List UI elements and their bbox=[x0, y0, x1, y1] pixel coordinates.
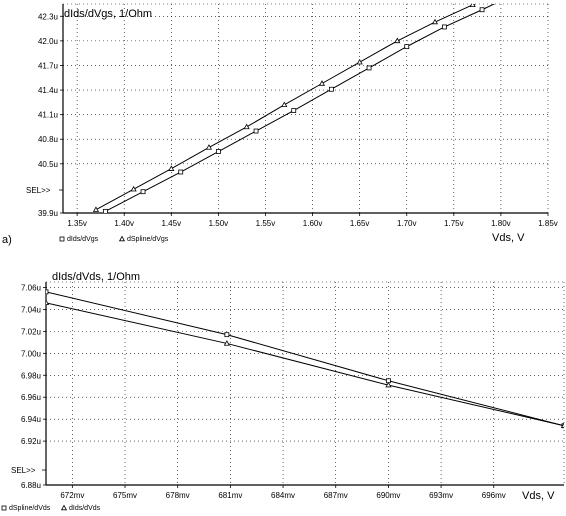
data-point bbox=[92, 206, 100, 212]
x-tick-label: 1.45v bbox=[162, 219, 182, 228]
y-tick-label: 40.8u bbox=[38, 135, 58, 144]
y-tick-label: 40.5u bbox=[38, 160, 58, 169]
x-tick-label: 693mv bbox=[429, 491, 453, 500]
x-tick-label: 1.40v bbox=[114, 219, 134, 228]
x-tick-label: 1.80v bbox=[491, 219, 511, 228]
series-group bbox=[92, 4, 496, 213]
data-point bbox=[469, 4, 476, 8]
grid bbox=[46, 282, 564, 485]
data-point bbox=[318, 80, 326, 86]
data-point bbox=[223, 340, 230, 346]
data-point bbox=[130, 185, 137, 192]
x-tick-label: 1.70v bbox=[397, 219, 417, 228]
series-line-1 bbox=[95, 4, 477, 211]
data-point bbox=[253, 128, 259, 134]
y-tick-label: 39.9u bbox=[38, 209, 58, 218]
data-point bbox=[168, 165, 175, 171]
sel-label: SEL>> bbox=[11, 466, 36, 475]
legend-entry: dIds/dVds bbox=[69, 505, 101, 512]
x-tick-label: 1.50v bbox=[209, 219, 229, 228]
chart-bottom: SEL>> 672mv 675mv 678mv 681mv 684mv 687mv 690mv… bbox=[1, 271, 565, 512]
y-axis-label: dIds/dVds, 1/Ohm bbox=[52, 271, 140, 283]
series-group bbox=[46, 289, 564, 429]
y-axis-label: dIds/dVgs, 1/Ohm bbox=[64, 8, 152, 20]
y-tick-label: 6.92u bbox=[21, 437, 41, 446]
x-tick-label: 1.60v bbox=[303, 219, 323, 228]
legend-entry: dSpline/dVgs bbox=[127, 236, 169, 243]
data-point bbox=[431, 18, 439, 25]
x-tick-label: 684mv bbox=[271, 491, 295, 500]
x-tick-label: 1.75v bbox=[444, 219, 464, 228]
data-point bbox=[178, 169, 184, 175]
data-point bbox=[46, 289, 49, 295]
data-point bbox=[281, 101, 288, 108]
y-tick-label: 42.3u bbox=[38, 12, 58, 21]
x-tick-label: 690mv bbox=[376, 491, 400, 500]
panel-label: a) bbox=[2, 234, 12, 246]
series-line-1 bbox=[46, 302, 564, 427]
legend-marker bbox=[118, 235, 126, 242]
data-point bbox=[215, 149, 221, 154]
data-point bbox=[404, 44, 410, 50]
y-tick-label: 6.88u bbox=[21, 481, 41, 490]
data-point bbox=[394, 37, 401, 44]
y-tick-label: 6.94u bbox=[21, 415, 41, 424]
legend-entry: dSpline/dVds bbox=[9, 505, 51, 512]
x-tick-label: 1.65v bbox=[350, 219, 370, 228]
y-tick-label: 42.0u bbox=[38, 37, 58, 46]
series-line-0 bbox=[105, 4, 496, 212]
x-tick-label: 1.55v bbox=[256, 219, 276, 228]
legend-entry: dIds/dVgs bbox=[67, 236, 99, 243]
x-tick-label: 675mv bbox=[113, 491, 137, 500]
x-tick-label: 1.85v bbox=[538, 219, 558, 228]
x-tick-label: 678mv bbox=[166, 491, 190, 500]
series-line-0 bbox=[46, 291, 564, 427]
sel-label: SEL>> bbox=[26, 186, 51, 195]
legend-marker bbox=[59, 236, 65, 242]
x-tick-label: 1.35v bbox=[67, 219, 87, 228]
legend-marker bbox=[1, 505, 7, 511]
x-tick-label: 687mv bbox=[324, 491, 348, 500]
y-tick-label: 41.1u bbox=[38, 111, 58, 120]
data-point bbox=[328, 86, 334, 92]
y-tick-label: 7.02u bbox=[21, 327, 41, 336]
data-point bbox=[243, 123, 250, 130]
data-point bbox=[205, 144, 213, 150]
data-point bbox=[442, 24, 447, 30]
x-tick-label: 672mv bbox=[60, 491, 84, 500]
data-point bbox=[479, 7, 485, 13]
data-point bbox=[140, 189, 146, 195]
y-tick-label: 41.7u bbox=[38, 61, 58, 70]
data-point bbox=[46, 299, 50, 306]
data-point bbox=[366, 65, 372, 71]
data-point bbox=[224, 332, 230, 338]
y-tick-label: 7.06u bbox=[21, 283, 41, 292]
chart-top: SEL>> 1.35v 1.40v 1.45v 1.50v 1.55v 1.60v 1.65v… bbox=[2, 3, 558, 246]
y-tick-label: 6.96u bbox=[21, 393, 41, 402]
legend-marker bbox=[60, 504, 68, 511]
data-point bbox=[291, 108, 297, 113]
x-axis-label: Vds, V bbox=[492, 232, 525, 244]
y-tick-label: 41.4u bbox=[38, 86, 58, 95]
x-tick-label: 681mv bbox=[218, 491, 242, 500]
data-point bbox=[560, 422, 564, 428]
x-tick-label: 696mv bbox=[482, 491, 506, 500]
y-tick-label: 7.00u bbox=[21, 349, 41, 358]
data-point bbox=[356, 58, 363, 65]
grid bbox=[63, 4, 548, 213]
y-tick-label: 6.98u bbox=[21, 371, 41, 380]
data-point bbox=[102, 208, 108, 213]
y-tick-label: 7.04u bbox=[21, 305, 41, 314]
data-point bbox=[385, 381, 392, 388]
x-axis-label: Vds, V bbox=[522, 490, 555, 502]
